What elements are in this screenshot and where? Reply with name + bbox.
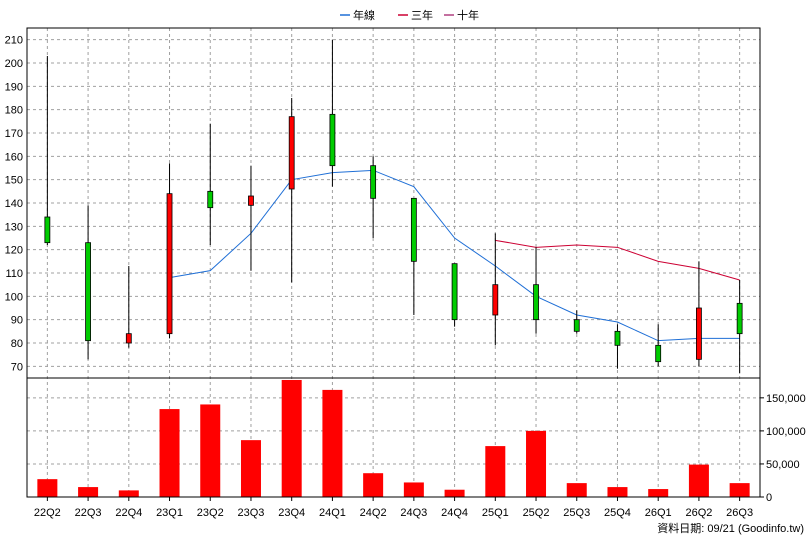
x-tick-label: 24Q1 [319, 507, 346, 519]
candle-body [696, 307, 702, 360]
volume-bar [200, 404, 221, 497]
price-tick-label: 160 [5, 151, 23, 163]
price-tick-label: 180 [5, 105, 23, 117]
footer-credit: 資料日期: 09/21 (Goodinfo.tw) [657, 521, 804, 535]
candle-body [614, 330, 621, 346]
candle-body [573, 319, 580, 332]
x-tick-label: 26Q3 [726, 507, 753, 519]
price-tick-label: 70 [11, 361, 23, 373]
volume-bar [118, 490, 139, 497]
x-tick-label: 25Q1 [482, 507, 509, 519]
x-tick-label: 23Q2 [197, 507, 224, 519]
volume-bar [729, 483, 750, 497]
price-tick-label: 200 [5, 58, 23, 70]
volume-bar [566, 483, 587, 497]
volume-bar [37, 479, 58, 497]
legend-label-2: 十年 [457, 8, 479, 22]
volume-tick-label: 150,000 [766, 393, 806, 405]
volume-frame [26, 377, 761, 498]
x-tick-label: 25Q3 [563, 507, 590, 519]
candle-body [370, 165, 377, 199]
candle-body [329, 113, 336, 167]
price-tick-label: 190 [5, 81, 23, 93]
volume-bar [78, 487, 99, 497]
volume-bar [688, 464, 709, 497]
x-tick-label: 23Q3 [238, 507, 265, 519]
ma-line-0 [169, 169, 740, 342]
x-tick-label: 24Q4 [441, 507, 468, 519]
candle-body [166, 193, 173, 335]
x-tick-label: 25Q4 [604, 507, 631, 519]
price-tick-label: 130 [5, 221, 23, 233]
price-tick-label: 210 [5, 35, 23, 47]
candle-body [736, 302, 743, 335]
x-tick-label: 24Q2 [360, 507, 387, 519]
x-tick-label: 22Q2 [34, 507, 61, 519]
candle-body [655, 344, 662, 363]
volume-panel: 0 50,000 100,000 150,000 [26, 377, 806, 504]
price-tick-label: 80 [11, 338, 23, 350]
candle-body [248, 195, 254, 206]
volume-tick-label: 50,000 [766, 459, 800, 471]
candle-body [288, 116, 295, 190]
volume-bar [607, 487, 628, 497]
x-tick-label: 26Q1 [645, 507, 672, 519]
volume-bar [322, 389, 343, 497]
volume-bar [648, 489, 669, 497]
x-axis: 22Q2 22Q3 22Q4 23Q1 23Q2 23Q3 23Q4 24Q1 24Q2 24Q3… [34, 497, 753, 519]
volume-bar [403, 482, 424, 497]
volume-bar [485, 446, 506, 497]
candle-body [533, 284, 539, 321]
volume-bar [444, 489, 465, 497]
volume-bar [281, 379, 302, 497]
x-tick-label: 22Q4 [115, 507, 142, 519]
price-tick-label: 120 [5, 245, 23, 257]
x-tick-label: 25Q2 [523, 507, 550, 519]
price-tick-label: 170 [5, 128, 23, 140]
volume-tick-label: 0 [766, 492, 772, 504]
price-tick-label: 100 [5, 291, 23, 303]
x-tick-label: 22Q3 [75, 507, 102, 519]
candle-body [207, 190, 214, 209]
volume-bar [363, 473, 384, 497]
legend: 年線 三年 十年 [340, 8, 479, 22]
volume-bar [159, 409, 180, 497]
candle-body [451, 263, 458, 321]
candle-body [44, 216, 51, 244]
x-tick-label: 23Q1 [156, 507, 183, 519]
candle-body [125, 333, 132, 344]
price-tick-label: 90 [11, 315, 23, 327]
volume-bar [240, 440, 261, 497]
volume-tick-label: 100,000 [766, 426, 806, 438]
legend-label-0: 年線 [353, 8, 375, 22]
price-tick-label: 150 [5, 175, 23, 187]
legend-label-1: 三年 [411, 8, 433, 22]
x-tick-label: 26Q2 [685, 507, 712, 519]
volume-bar [526, 430, 547, 497]
x-tick-label: 23Q4 [278, 507, 305, 519]
candle-body [410, 197, 417, 262]
candle-body [85, 242, 91, 342]
price-panel: 70 80 90 100 110 120 130 140 150 160 170 180 190 200 2… [5, 27, 761, 497]
price-tick-label: 110 [5, 268, 23, 280]
price-tick-label: 140 [5, 198, 23, 210]
x-tick-label: 24Q3 [400, 507, 427, 519]
candle-body [492, 284, 499, 316]
